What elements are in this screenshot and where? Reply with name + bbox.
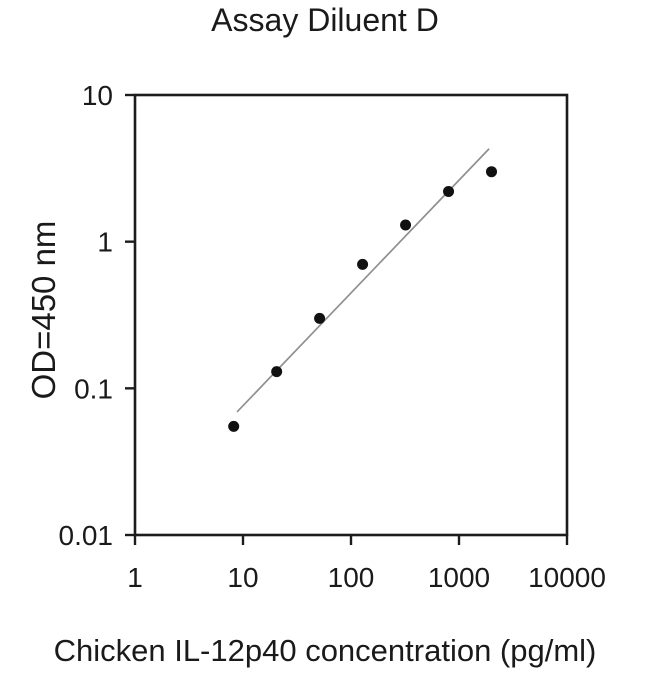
y-tick-label: 0.1: [74, 373, 113, 404]
chart-title: Assay Diluent D: [211, 2, 439, 38]
data-point: [271, 366, 283, 378]
x-tick-label: 100: [328, 562, 375, 593]
y-tick-label: 1: [97, 227, 113, 258]
x-tick-label: 1000: [428, 562, 490, 593]
y-axis-label: OD=450 nm: [25, 220, 62, 400]
data-point: [357, 258, 369, 270]
data-point: [314, 312, 326, 324]
x-tick-label: 10000: [528, 562, 606, 593]
data-point: [400, 219, 412, 231]
y-tick-label: 0.01: [59, 520, 114, 551]
data-point: [443, 185, 455, 197]
x-tick-label: 10: [227, 562, 258, 593]
data-point: [228, 420, 240, 432]
data-point: [486, 166, 498, 178]
plot-frame: [133, 93, 569, 537]
y-tick-label: 10: [82, 80, 113, 111]
x-tick-label: 1: [127, 562, 143, 593]
x-axis-label: Chicken IL-12p40 concentration (pg/ml): [53, 633, 597, 668]
